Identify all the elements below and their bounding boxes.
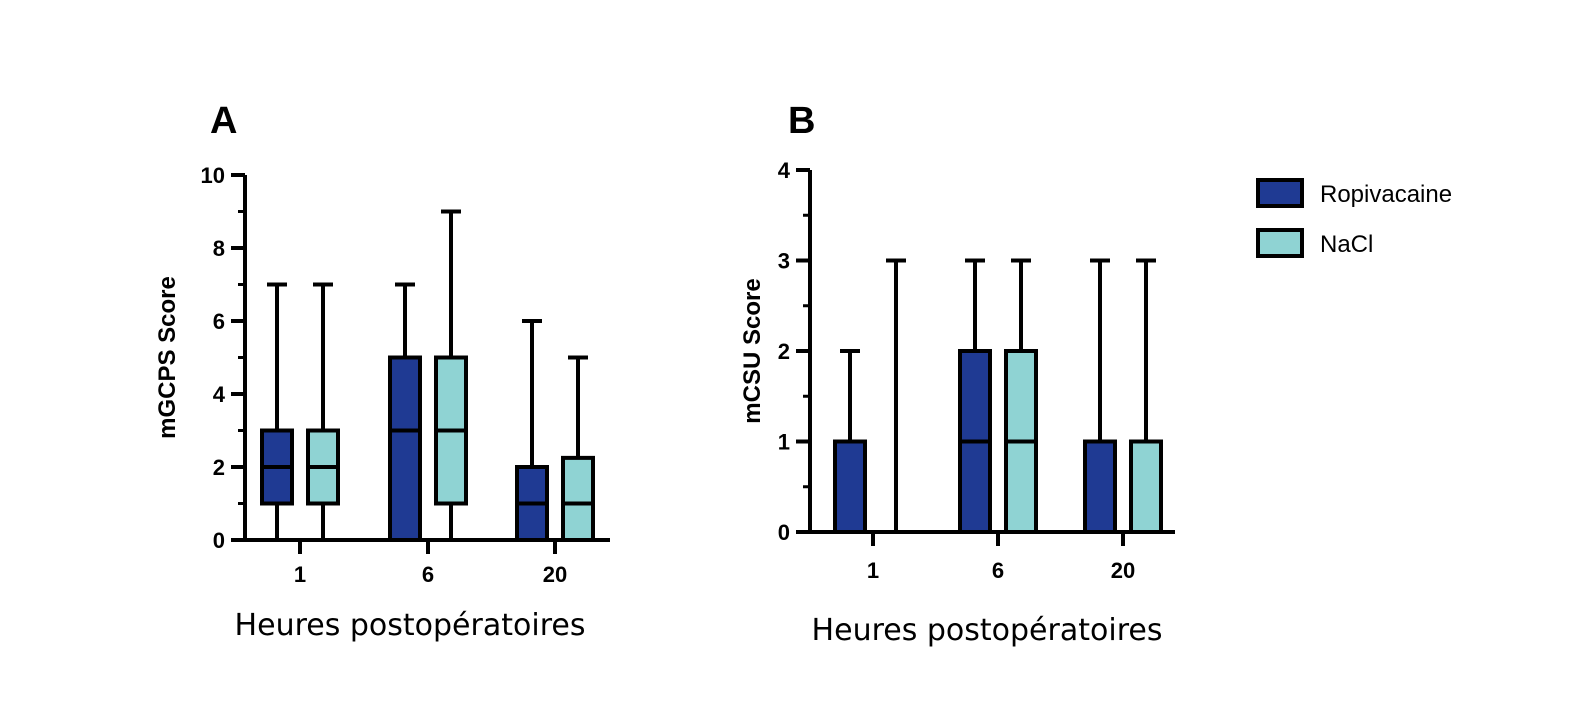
y-axis-label: mCSU Score bbox=[739, 278, 766, 423]
panel-a: A 0 2 4 6 8 10 1 6 20 mGCPS Score Heures postopérat… bbox=[154, 100, 610, 643]
box-body bbox=[388, 355, 422, 542]
y-tick-label: 2 bbox=[778, 339, 790, 364]
box-nacl-6 bbox=[434, 209, 468, 542]
y-tick-label: 0 bbox=[213, 528, 225, 553]
y-tick-label: 10 bbox=[201, 163, 225, 188]
x-tick-label: 1 bbox=[867, 558, 879, 583]
legend-label-1: NaCl bbox=[1320, 231, 1373, 258]
panel-letter: B bbox=[788, 100, 815, 142]
x-tick-label: 1 bbox=[294, 562, 306, 587]
box-nacl-20 bbox=[561, 355, 595, 542]
box-ropivacaine-20 bbox=[515, 319, 549, 542]
box-ropivacaine-1 bbox=[833, 349, 867, 534]
box-body bbox=[561, 455, 595, 542]
panel-letter: A bbox=[210, 100, 237, 142]
x-tick-label: 20 bbox=[1111, 558, 1135, 583]
x-axis-label: Heures postopératoires bbox=[812, 613, 1163, 648]
y-tick-label: 3 bbox=[778, 249, 790, 274]
legend-swatch-1 bbox=[1256, 228, 1304, 258]
box-body bbox=[1083, 439, 1117, 534]
y-tick-label: 2 bbox=[213, 455, 225, 480]
y-tick-label: 4 bbox=[213, 382, 226, 407]
box-body bbox=[833, 439, 867, 534]
box-nacl-6 bbox=[1004, 258, 1038, 534]
x-tick-label: 6 bbox=[992, 558, 1004, 583]
box-ropivacaine-1 bbox=[260, 282, 294, 542]
legend-swatch-0 bbox=[1256, 178, 1304, 208]
box-ropivacaine-6 bbox=[958, 258, 992, 534]
box-nacl-1 bbox=[881, 258, 911, 534]
box-nacl-20 bbox=[1129, 258, 1163, 534]
legend-label-0: Ropivacaine bbox=[1320, 181, 1452, 208]
box-ropivacaine-6 bbox=[388, 282, 422, 542]
box-body bbox=[1129, 439, 1163, 534]
legend: Ropivacaine NaCl bbox=[1256, 178, 1452, 258]
y-tick-label: 0 bbox=[778, 520, 790, 545]
y-tick-label: 4 bbox=[778, 158, 791, 183]
y-tick-label: 1 bbox=[778, 430, 790, 455]
box-ropivacaine-20 bbox=[1083, 258, 1117, 534]
y-axis-label: mGCPS Score bbox=[154, 276, 181, 439]
box-nacl-1 bbox=[306, 282, 340, 542]
y-tick-label: 6 bbox=[213, 309, 225, 334]
x-axis-label: Heures postopératoires bbox=[235, 608, 586, 643]
x-tick-label: 6 bbox=[422, 562, 434, 587]
y-tick-label: 8 bbox=[213, 236, 225, 261]
x-tick-label: 20 bbox=[543, 562, 567, 587]
panel-b: B 0 1 2 3 4 1 6 20 mCSU Score Heures postopératoir… bbox=[739, 100, 1175, 648]
